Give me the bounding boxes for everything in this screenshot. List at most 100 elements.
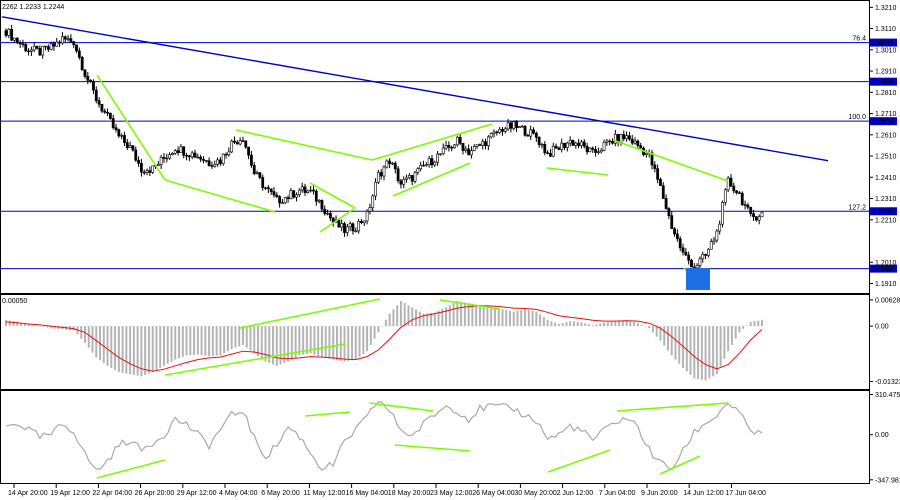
candle-body [441, 147, 445, 154]
candle-body [283, 197, 287, 204]
candle-body [509, 122, 513, 129]
osc-y-tick-label: 0.00628 [875, 297, 900, 304]
histogram-bar [445, 307, 448, 327]
candle-body [300, 186, 304, 191]
candle-body [114, 127, 118, 130]
candle-body [69, 38, 73, 42]
candle-body [630, 138, 634, 144]
candle-body [13, 37, 16, 41]
histogram-bar [384, 319, 387, 327]
cci-annotation-line [304, 411, 351, 417]
histogram-bar [531, 310, 534, 327]
histogram-bar [407, 305, 410, 327]
histogram-bar [640, 324, 643, 327]
price-annotation-line [612, 139, 729, 182]
histogram-bar [362, 326, 365, 354]
histogram-bar [140, 326, 143, 377]
signal-line [5, 305, 763, 372]
level-price-tag [870, 77, 897, 86]
candle-body [159, 156, 163, 165]
x-tick-label: 7 Jun 04:00 [599, 490, 636, 497]
candle-body [326, 213, 329, 215]
candle-body [221, 153, 225, 164]
histogram-bar [621, 320, 624, 327]
price-annotation-line [164, 179, 276, 213]
histogram-bar [396, 305, 399, 327]
candle-body [636, 140, 640, 146]
candle-body [481, 141, 485, 146]
histogram-bar [730, 326, 733, 345]
histogram-bar [16, 321, 19, 327]
histogram-bar [546, 319, 549, 327]
candle-body [455, 136, 459, 146]
cci-y-tick-label: 310.4756 [875, 392, 900, 399]
candle-body [120, 135, 124, 137]
histogram-bar [298, 326, 301, 356]
histogram-bar [369, 326, 372, 345]
histogram-bar [603, 322, 606, 327]
histogram-bar [204, 326, 207, 356]
candle-body [678, 238, 682, 249]
histogram-bar [275, 326, 278, 366]
histogram-bar [12, 321, 15, 327]
histogram-bar [324, 326, 327, 359]
candle-body [151, 165, 155, 173]
price-y-tick-label: 1.2510 [875, 154, 897, 161]
histogram-bar [121, 326, 124, 373]
candle-body [314, 190, 318, 202]
candle-body [571, 140, 575, 146]
candle-body [162, 156, 166, 159]
histogram-bar [497, 308, 500, 327]
histogram-bar [659, 326, 662, 341]
candle-body [585, 145, 589, 153]
candle-body [405, 177, 408, 180]
histogram-bar [734, 326, 737, 339]
candle-body [100, 103, 104, 112]
candle-body [427, 158, 431, 166]
histogram-bar [505, 310, 508, 327]
candle-body [518, 126, 521, 128]
candle-body [272, 191, 276, 196]
candle-body [613, 134, 617, 144]
x-tick-label: 17 Jun 04:00 [725, 490, 766, 497]
histogram-bar [238, 326, 241, 347]
level-note-label: 76.4 [852, 36, 866, 43]
candle-body [718, 223, 722, 232]
histogram-bar [245, 326, 248, 348]
candle-body [345, 226, 349, 233]
candle-body [55, 41, 59, 47]
histogram-bar [249, 326, 252, 351]
candle-body [80, 56, 84, 71]
histogram-bar [448, 305, 451, 327]
histogram-bar [663, 326, 666, 346]
histogram-bar [20, 322, 23, 327]
histogram-bar [700, 326, 703, 380]
candle-body [410, 175, 414, 182]
price-annotation-line [309, 182, 356, 209]
candle-body [286, 197, 290, 199]
candle-body [108, 112, 112, 119]
histogram-bar [655, 326, 658, 337]
candle-body [565, 142, 569, 148]
candle-body [106, 111, 109, 114]
candle-body [712, 239, 716, 242]
candle-body [306, 190, 310, 193]
x-tick-label: 4 May 04:00 [219, 490, 258, 497]
histogram-bar [189, 326, 192, 356]
candle-body [35, 46, 39, 49]
candle-body [422, 164, 425, 167]
candle-body [289, 190, 293, 199]
candle-body [117, 129, 121, 137]
histogram-bar [174, 326, 177, 360]
candle-body [526, 135, 530, 137]
candle-body [309, 189, 313, 192]
price-annotation-line [235, 129, 373, 161]
histogram-bar [87, 326, 90, 348]
price-layer: 1.3044 76.4 1.2860 1.2674 100.0 1.2250 127.2 1.… [0, 16, 897, 273]
candle-body [148, 170, 152, 173]
candle-body [360, 220, 363, 223]
histogram-bar [550, 321, 553, 327]
histogram-bar [91, 326, 94, 353]
candle-body [436, 153, 439, 163]
histogram-bar [712, 326, 715, 377]
